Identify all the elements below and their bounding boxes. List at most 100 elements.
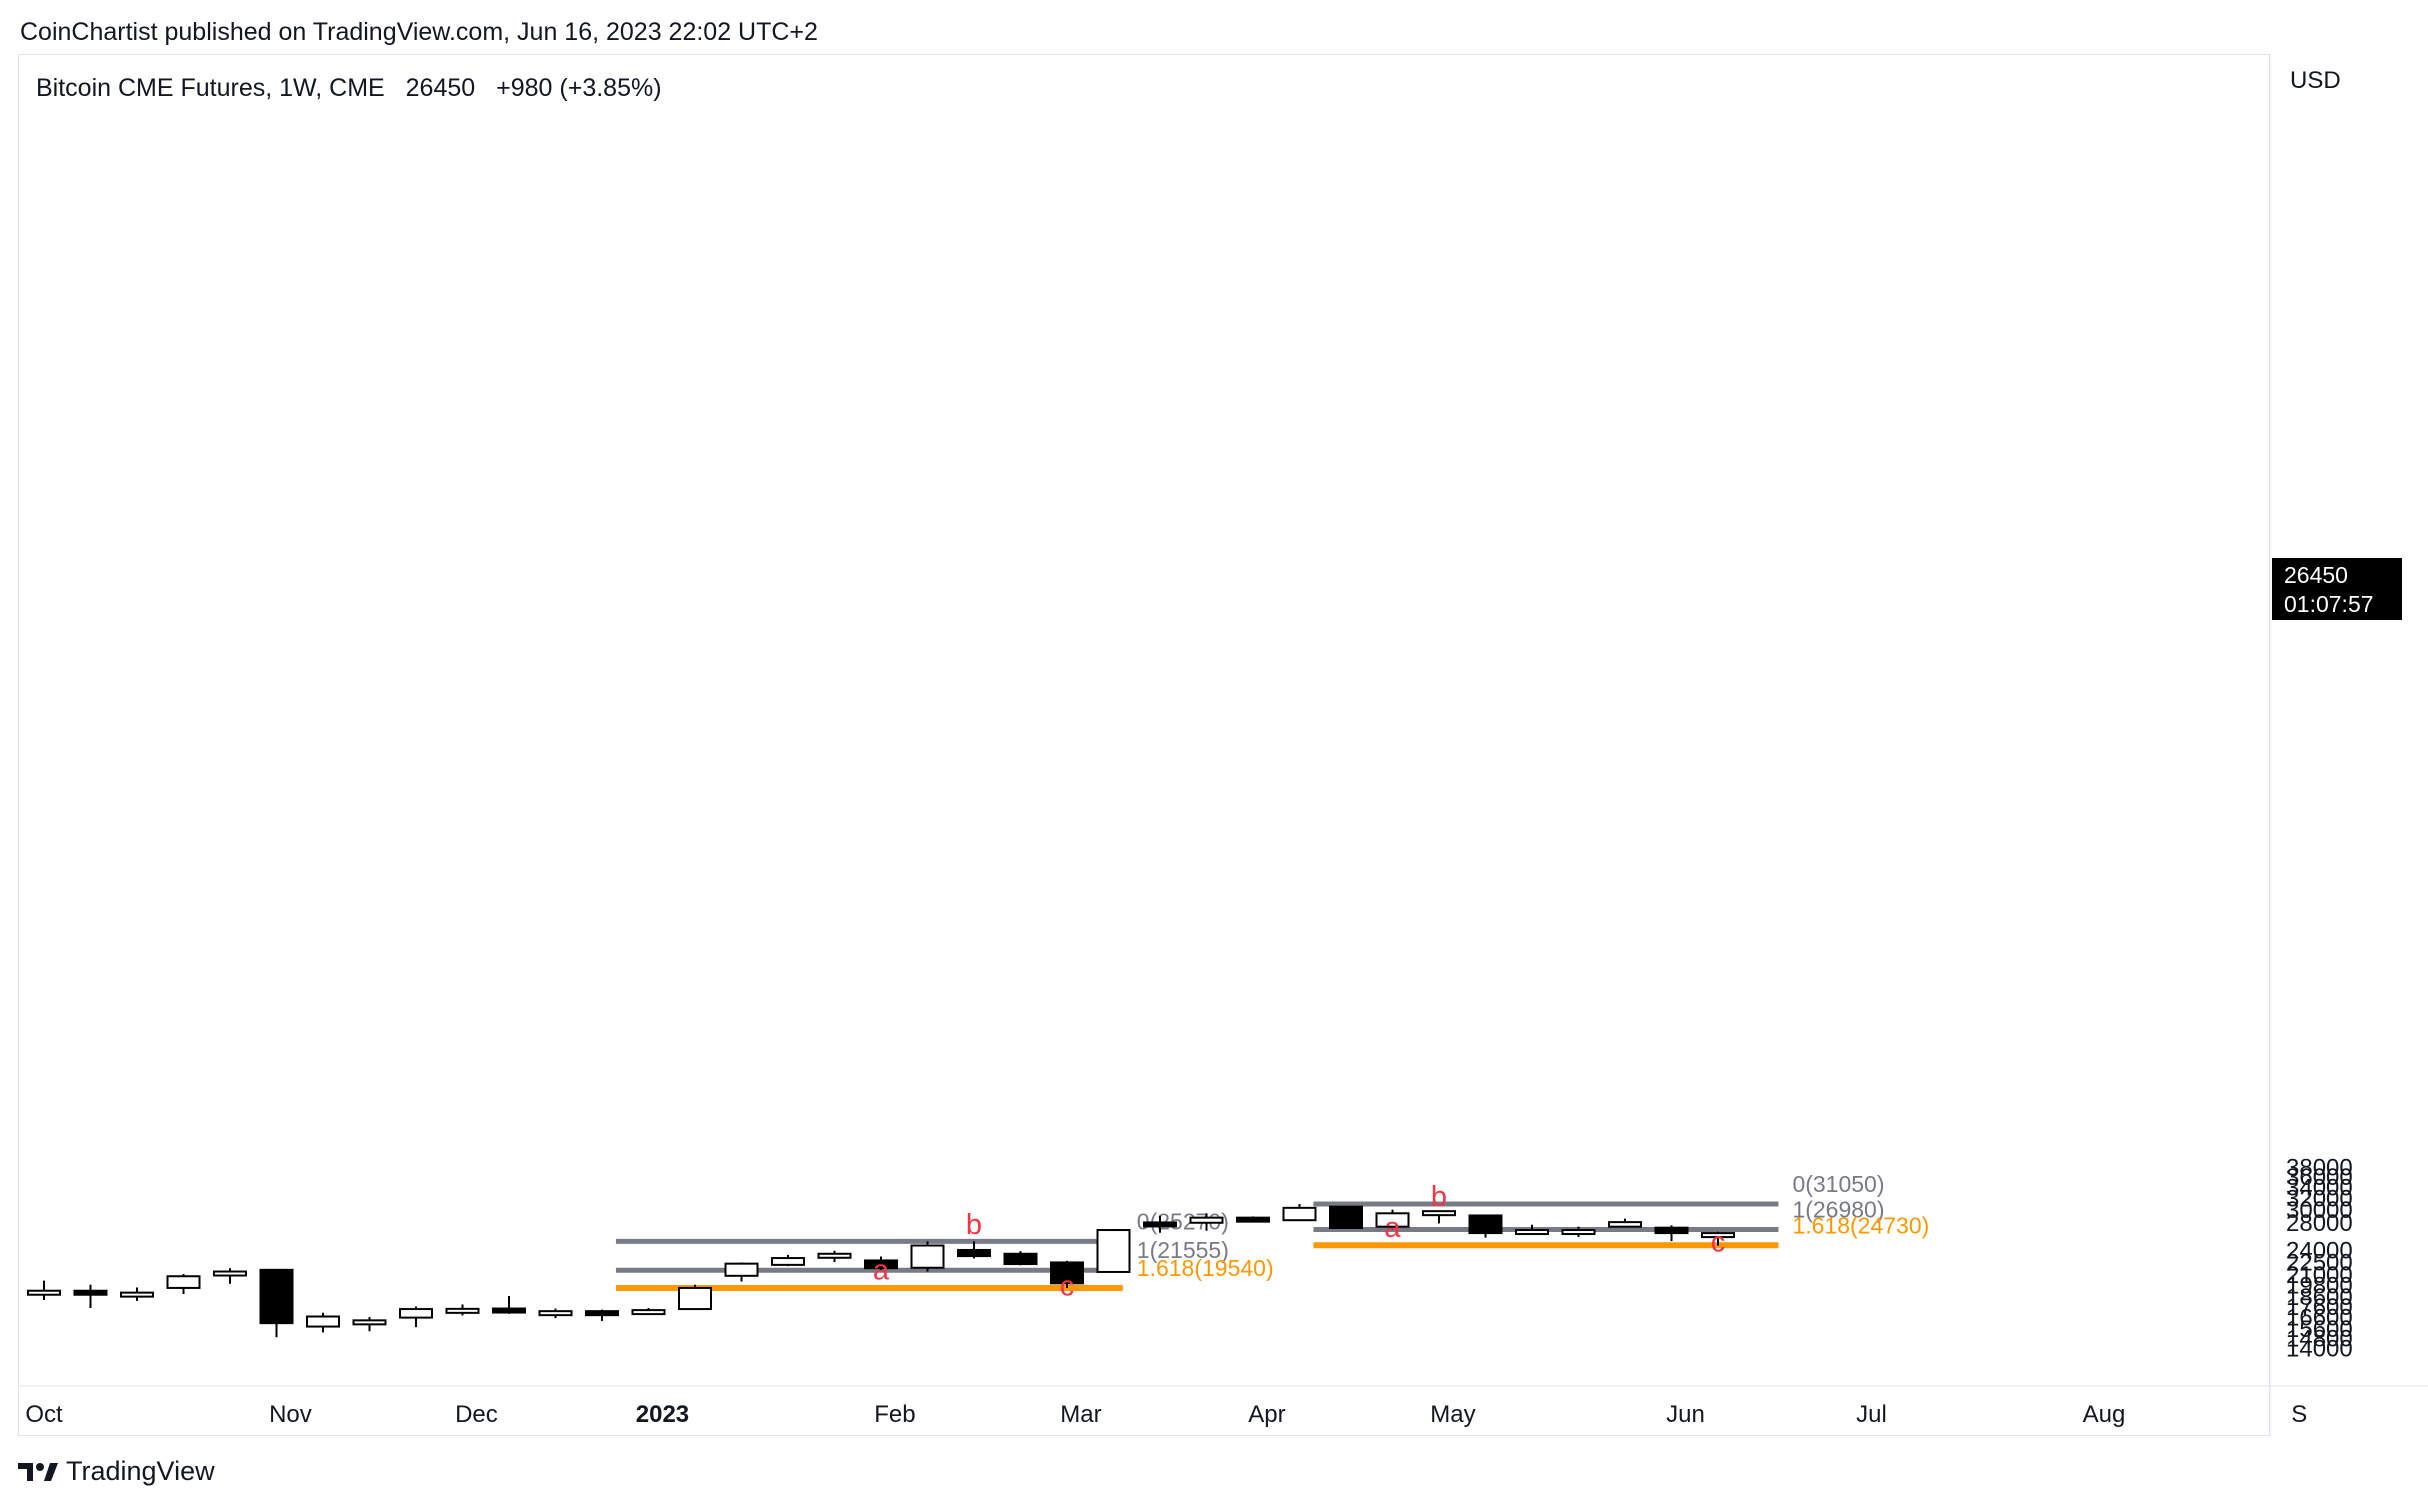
candle-body: [1143, 1221, 1177, 1228]
fib-level-label: 1(21555): [1137, 1237, 1229, 1263]
candle: [399, 1306, 433, 1328]
candle: [1701, 1231, 1735, 1246]
last-price-tag: 26450 01:07:57: [2272, 558, 2402, 620]
wave-label: b: [966, 1209, 982, 1241]
x-tick-label: Mar: [1060, 1401, 1101, 1428]
symbol-legend[interactable]: Bitcoin CME Futures, 1W, CME 26450 +980 …: [36, 74, 676, 103]
candle: [120, 1287, 154, 1301]
candle: [817, 1250, 852, 1263]
candle-body: [1468, 1214, 1503, 1235]
candle: [1189, 1213, 1224, 1231]
tradingview-brand[interactable]: TradingView: [18, 1456, 215, 1487]
wave-label: b: [1431, 1181, 1447, 1213]
candle: [538, 1308, 573, 1319]
candle-body: [538, 1310, 573, 1317]
candle-body: [1236, 1216, 1270, 1223]
y-tick-label: 22500: [2286, 1249, 2353, 1276]
candle: [1608, 1218, 1642, 1228]
y-tick-label: 38000: [2286, 1154, 2353, 1181]
candle: [1654, 1225, 1689, 1242]
candle: [1096, 1229, 1131, 1273]
candle-body: [817, 1252, 852, 1259]
candle: [73, 1284, 108, 1309]
y-tick-label: 19800: [2286, 1273, 2353, 1300]
candle: [678, 1284, 712, 1311]
candle-body: [492, 1307, 526, 1314]
candle: [910, 1241, 945, 1272]
y-tick-label: 28000: [2286, 1210, 2353, 1237]
candle-body: [120, 1291, 154, 1298]
candle: [492, 1295, 526, 1314]
candle: [27, 1280, 61, 1300]
candle: [724, 1262, 759, 1282]
candle: [259, 1268, 294, 1338]
x-tick-label: Jun: [1666, 1401, 1705, 1428]
wave-label: a: [873, 1254, 890, 1286]
y-tick-label: 21000: [2286, 1262, 2353, 1289]
candle-body: [910, 1244, 945, 1269]
publisher-note: CoinChartist published on TradingView.co…: [20, 18, 818, 46]
candle: [445, 1304, 480, 1316]
brand-name: TradingView: [66, 1456, 215, 1486]
fib-level-label: 0(31050): [1792, 1171, 1884, 1197]
candlestick-series: [27, 1204, 1735, 1338]
candle: [864, 1256, 898, 1270]
legend-last-price: 26450: [405, 74, 476, 102]
candle-body: [1050, 1261, 1084, 1285]
candle-body: [306, 1315, 340, 1328]
x-tick-label: Dec: [455, 1401, 498, 1428]
wave-label: a: [1384, 1212, 1401, 1244]
y-tick-label: 30000: [2286, 1197, 2353, 1224]
wave-label: c: [1060, 1271, 1075, 1303]
candle-body: [724, 1262, 759, 1277]
candle: [306, 1312, 340, 1333]
candle-body: [1608, 1221, 1642, 1228]
x-tick-label: Nov: [269, 1401, 312, 1428]
candle: [213, 1268, 247, 1284]
fib-level-label: 1(26980): [1792, 1196, 1884, 1222]
y-tick-label: 15600: [2286, 1316, 2353, 1343]
candle-body: [73, 1289, 108, 1296]
y-tick-label: 24000: [2286, 1238, 2353, 1265]
x-tick-label: May: [1430, 1401, 1475, 1428]
candle-body: [585, 1310, 619, 1317]
legend-symbol: Bitcoin CME Futures, 1W, CME: [36, 74, 385, 102]
x-tick-label: Apr: [1248, 1401, 1285, 1428]
candle-body: [1561, 1229, 1596, 1236]
price-axis[interactable]: 3800036000340003200030000280002400022500…: [2286, 1154, 2353, 1362]
candle: [1515, 1224, 1549, 1236]
y-tick-label: 16600: [2286, 1305, 2353, 1332]
candle-body: [1654, 1226, 1689, 1235]
candle-body: [352, 1319, 387, 1326]
fib-level-label: 1.618(19540): [1137, 1255, 1274, 1281]
candle: [1003, 1251, 1038, 1266]
candle: [1143, 1215, 1177, 1233]
candle: [957, 1241, 991, 1259]
candle-body: [771, 1257, 805, 1266]
candle: [631, 1308, 666, 1316]
candle: [1422, 1210, 1456, 1224]
candle: [1329, 1205, 1363, 1230]
legend-change: +980 (+3.85%): [496, 74, 662, 102]
wave-label: c: [1711, 1226, 1726, 1258]
time-axis[interactable]: Oct Nov Dec 2023 Feb Mar Apr May Jun Jul Aug S: [25, 1401, 2307, 1428]
candle: [1050, 1260, 1084, 1289]
y-tick-label: 34000: [2286, 1175, 2353, 1202]
candle-body: [1003, 1252, 1038, 1266]
y-tick-label: 14800: [2286, 1325, 2353, 1352]
candle-body: [445, 1307, 480, 1314]
candle: [166, 1274, 201, 1295]
y-tick-label: 17600: [2286, 1294, 2353, 1321]
candle-body: [1329, 1205, 1363, 1230]
price-axis-unit: USD: [2290, 67, 2341, 94]
candle: [585, 1309, 619, 1321]
candle: [352, 1317, 387, 1332]
candle-body: [1375, 1212, 1410, 1228]
fib-retracement-layer[interactable]: 0(25270)1(21555)1.618(19540)0(31050)1(26…: [615, 1171, 1929, 1292]
candle-body: [1189, 1216, 1224, 1224]
x-tick-label: 2023: [636, 1401, 689, 1428]
y-tick-label: 18600: [2286, 1284, 2353, 1311]
candle: [1375, 1209, 1410, 1230]
